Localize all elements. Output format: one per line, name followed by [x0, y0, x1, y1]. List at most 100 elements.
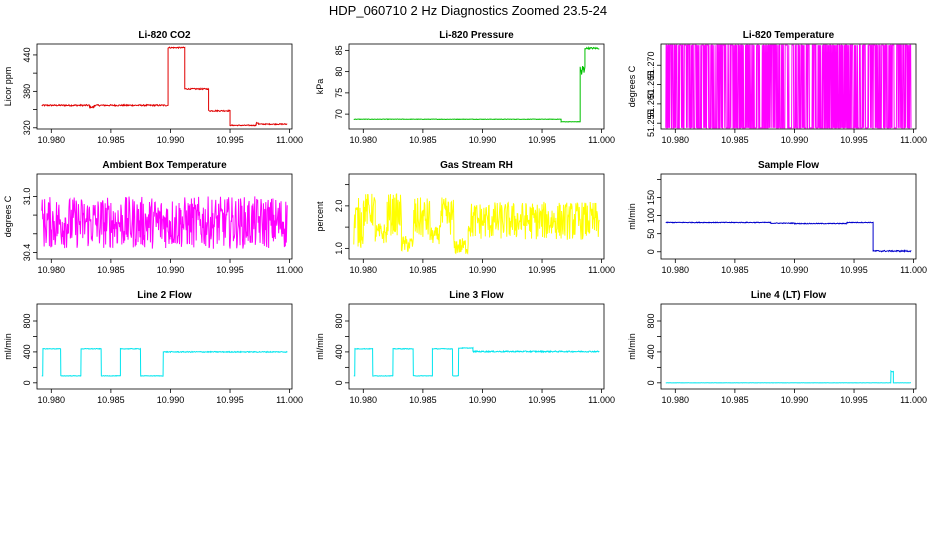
panel-4: Ambient Box Temperature 10.980 10.985 10.99…: [3, 160, 303, 275]
y-axis-label: ml/min: [627, 333, 637, 360]
panel-title: Li-820 Pressure: [439, 30, 514, 41]
x-tick-label: 11.000: [276, 135, 303, 145]
x-tick-label: 10.980: [662, 135, 690, 145]
plot-frame: [36, 173, 293, 260]
x-tick-label: 11.000: [588, 395, 615, 405]
x-tick-label: 10.980: [350, 395, 378, 405]
panel-title: Line 4 (LT) Flow: [751, 290, 827, 301]
series-line: [353, 193, 600, 255]
y-tick-label: 0: [334, 380, 344, 385]
x-tick-label: 10.985: [409, 265, 437, 275]
x-tick-label: 10.980: [38, 265, 66, 275]
panel-3: Li-820 Temperature 10.980 10.985 10.990 10.9…: [627, 30, 927, 145]
y-axis-label: ml/min: [315, 333, 325, 360]
x-tick-label: 10.990: [469, 135, 497, 145]
y-tick-label: 2.0: [334, 200, 344, 213]
y-tick-label: 0: [646, 380, 656, 385]
panel-title: Ambient Box Temperature: [102, 160, 227, 171]
y-tick-label: 70: [334, 109, 344, 119]
x-tick-label: 10.990: [781, 135, 809, 145]
x-tick-label: 10.995: [840, 265, 868, 275]
x-tick-label: 11.000: [900, 395, 927, 405]
x-tick-label: 11.000: [276, 265, 303, 275]
plot-frame: [348, 303, 605, 390]
series-line: [353, 346, 600, 377]
panel-5: Gas Stream RH 10.980 10.985 10.990 10.995 11.…: [315, 160, 615, 275]
plot-frame: [36, 303, 293, 390]
y-tick-label: 400: [22, 344, 32, 359]
panel-title: Line 2 Flow: [137, 290, 192, 301]
panel-title: Li-820 CO2: [138, 30, 191, 41]
x-tick-label: 10.985: [97, 395, 125, 405]
y-tick-label: 85: [334, 45, 344, 55]
x-tick-label: 10.990: [157, 395, 185, 405]
panel-8: Line 3 Flow 10.980 10.985 10.990 10.995 11.00…: [315, 290, 615, 405]
plot-frame: [660, 43, 917, 130]
x-tick-label: 10.995: [216, 135, 244, 145]
x-tick-label: 10.990: [469, 265, 497, 275]
y-tick-label: 320: [22, 120, 32, 135]
panel-6: Sample Flow 10.980 10.985 10.990 10.995 11.00…: [627, 160, 927, 275]
series-line: [665, 369, 912, 384]
plot-frame: [348, 43, 605, 130]
x-tick-label: 10.990: [781, 265, 809, 275]
panel-grid: Li-820 CO2 10.980 10.985 10.990 10.995 11.000…: [3, 30, 927, 405]
series-line: [41, 196, 288, 249]
x-tick-label: 10.995: [528, 135, 556, 145]
y-axis-label: Licor ppm: [3, 67, 13, 107]
x-tick-label: 10.985: [721, 265, 749, 275]
y-tick-label: 380: [22, 84, 32, 99]
y-axis-label: degrees C: [3, 195, 13, 237]
panel-title: Li-820 Temperature: [743, 30, 835, 41]
plot-frame: [348, 173, 605, 260]
y-tick-label: 51.265: [646, 71, 656, 99]
y-tick-label: 800: [334, 313, 344, 328]
y-tick-label: 440: [22, 47, 32, 62]
x-tick-label: 11.000: [588, 265, 615, 275]
y-axis-label: percent: [315, 201, 325, 232]
panel-title: Sample Flow: [758, 160, 819, 171]
y-tick-label: 50: [646, 229, 656, 239]
panel-2: Li-820 Pressure 10.980 10.985 10.990 10.995 1…: [315, 30, 615, 145]
y-axis-label: ml/min: [627, 203, 637, 230]
x-tick-label: 11.000: [900, 265, 927, 275]
x-tick-label: 10.995: [216, 395, 244, 405]
x-tick-label: 10.980: [350, 135, 378, 145]
panel-title: Line 3 Flow: [449, 290, 504, 301]
plot-frame: [660, 173, 917, 260]
y-tick-label: 51.270: [646, 51, 656, 79]
y-tick-label: 80: [334, 67, 344, 77]
series-line: [665, 44, 912, 129]
x-tick-label: 10.995: [216, 265, 244, 275]
x-tick-label: 10.985: [409, 395, 437, 405]
y-tick-label: 75: [334, 88, 344, 98]
y-tick-label: 150: [646, 190, 656, 205]
panel-9: Line 4 (LT) Flow 10.980 10.985 10.990 10.995…: [627, 290, 927, 405]
y-tick-label: 31.0: [22, 188, 32, 206]
series-line: [41, 347, 288, 377]
x-tick-label: 10.995: [528, 265, 556, 275]
x-tick-label: 10.990: [157, 265, 185, 275]
x-tick-label: 10.980: [38, 395, 66, 405]
y-axis-label: ml/min: [3, 333, 13, 360]
y-axis-label: degrees C: [627, 65, 637, 107]
y-tick-label: 0: [646, 249, 656, 254]
y-tick-label: 51.255: [646, 109, 656, 137]
series-line: [353, 46, 600, 123]
x-tick-label: 10.980: [38, 135, 66, 145]
x-tick-label: 11.000: [588, 135, 615, 145]
x-tick-label: 11.000: [276, 395, 303, 405]
y-tick-label: 400: [334, 344, 344, 359]
panel-1: Li-820 CO2 10.980 10.985 10.990 10.995 11.000…: [3, 30, 303, 145]
x-tick-label: 10.990: [781, 395, 809, 405]
series-line: [665, 221, 912, 253]
y-tick-label: 30.4: [22, 244, 32, 262]
x-tick-label: 11.000: [900, 135, 927, 145]
y-axis-label: kPa: [315, 79, 325, 95]
x-tick-label: 10.985: [97, 135, 125, 145]
x-tick-label: 10.980: [662, 265, 690, 275]
plot-frame: [660, 303, 917, 390]
x-tick-label: 10.995: [840, 395, 868, 405]
